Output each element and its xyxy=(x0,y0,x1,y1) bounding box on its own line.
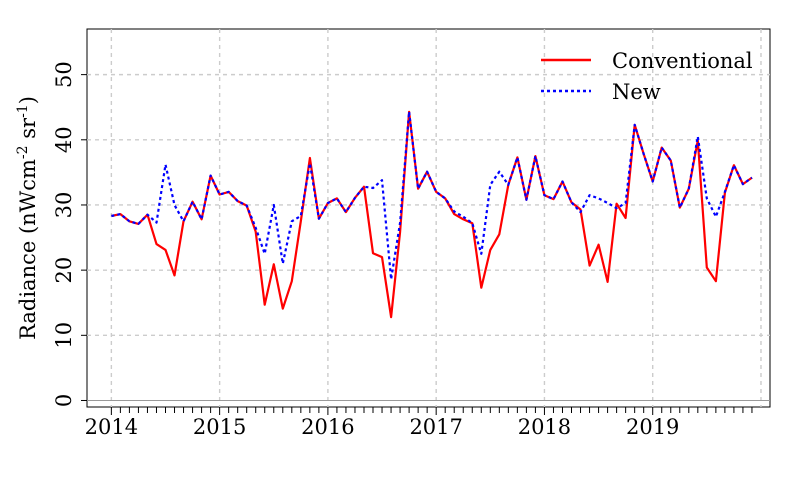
x-tick-label-2018: 2018 xyxy=(518,415,571,439)
grid-lines xyxy=(87,29,770,407)
series-line-new xyxy=(111,110,753,281)
y-tick-label-0: 0 xyxy=(52,394,76,407)
y-axis-title: Radiance (nWcm-2 sr-1) xyxy=(15,96,40,340)
y-tick-label-10: 10 xyxy=(52,322,76,349)
y-axis-title-exponent-1: -2 xyxy=(15,145,31,159)
y-tick-label-50: 50 xyxy=(52,61,76,88)
x-axis: 2014 2015 2016 2017 2018 2019 xyxy=(85,407,753,439)
y-axis: 0 10 20 30 40 50 xyxy=(52,61,87,407)
y-tick-label-40: 40 xyxy=(52,126,76,153)
x-tick-label-2014: 2014 xyxy=(85,415,138,439)
series-layer xyxy=(111,110,753,319)
plot-frame xyxy=(86,28,771,408)
y-tick-label-20: 20 xyxy=(52,257,76,284)
y-axis-title-exponent-2: -1 xyxy=(15,104,31,118)
y-axis-title-end: ) xyxy=(16,96,40,104)
x-tick-label-2015: 2015 xyxy=(193,415,246,439)
y-tick-label-30: 30 xyxy=(52,192,76,219)
x-tick-label-2019: 2019 xyxy=(626,415,679,439)
x-tick-label-2016: 2016 xyxy=(301,415,354,439)
x-tick-label-2017: 2017 xyxy=(409,415,462,439)
y-axis-title-main: Radiance (nWcm xyxy=(16,159,40,340)
y-axis-title-mid: sr xyxy=(16,117,40,145)
legend-label-new: New xyxy=(612,80,661,104)
legend-label-conventional: Conventional xyxy=(612,49,753,73)
legend: Conventional New xyxy=(541,49,753,104)
